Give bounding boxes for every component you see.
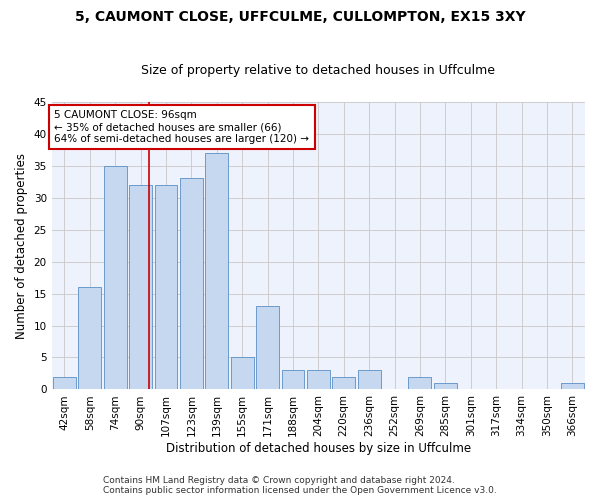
Bar	[256, 306, 279, 390]
Bar	[358, 370, 380, 390]
Bar	[104, 166, 127, 390]
Y-axis label: Number of detached properties: Number of detached properties	[15, 152, 28, 338]
Title: Size of property relative to detached houses in Uffculme: Size of property relative to detached ho…	[142, 64, 496, 77]
Bar	[205, 153, 228, 390]
Bar	[409, 376, 431, 390]
Bar	[79, 287, 101, 390]
Text: Contains HM Land Registry data © Crown copyright and database right 2024.
Contai: Contains HM Land Registry data © Crown c…	[103, 476, 497, 495]
Text: 5 CAUMONT CLOSE: 96sqm
← 35% of detached houses are smaller (66)
64% of semi-det: 5 CAUMONT CLOSE: 96sqm ← 35% of detached…	[55, 110, 310, 144]
Bar	[307, 370, 330, 390]
Text: 5, CAUMONT CLOSE, UFFCULME, CULLOMPTON, EX15 3XY: 5, CAUMONT CLOSE, UFFCULME, CULLOMPTON, …	[74, 10, 526, 24]
Bar	[434, 383, 457, 390]
Bar	[129, 185, 152, 390]
X-axis label: Distribution of detached houses by size in Uffculme: Distribution of detached houses by size …	[166, 442, 471, 455]
Bar	[231, 358, 254, 390]
Bar	[155, 185, 178, 390]
Bar	[281, 370, 304, 390]
Bar	[53, 376, 76, 390]
Bar	[332, 376, 355, 390]
Bar	[561, 383, 584, 390]
Bar	[180, 178, 203, 390]
